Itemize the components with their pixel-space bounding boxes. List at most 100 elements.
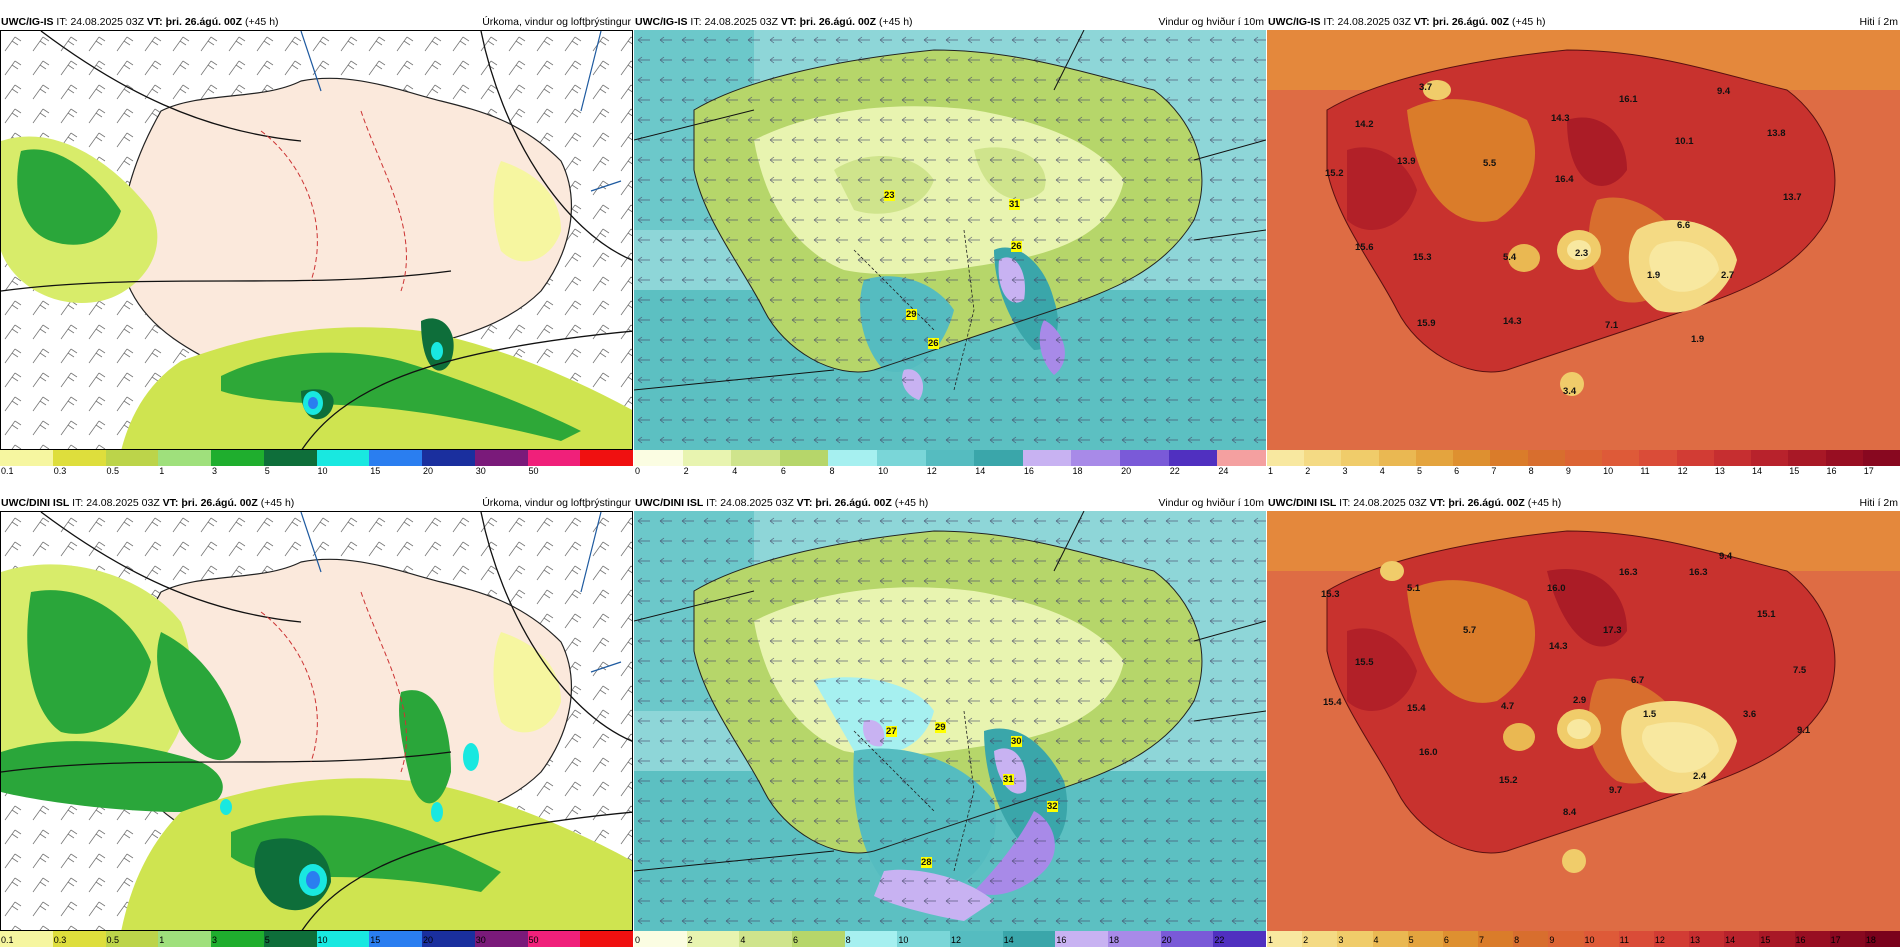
issue-time: 24.08.2025 03Z	[1353, 497, 1427, 509]
panel-row1-wind: UWC/IG-IS IT: 24.08.2025 03Z VT: þri. 26…	[634, 14, 1266, 476]
colorbar-tick-label: 50	[528, 935, 539, 945]
colorbar-swatch	[792, 931, 845, 947]
temp-colorbar	[1267, 931, 1900, 947]
temp-label: 15.2	[1499, 775, 1518, 786]
colorbar-swatch	[1639, 450, 1677, 466]
colorbar-swatch	[828, 450, 878, 466]
colorbar-swatch	[1372, 931, 1408, 947]
temp-label: 2.7	[1721, 270, 1735, 281]
wind-colorbar-ticks: 0 2 4 6 8 10 12 14 16 18 20 22 24	[634, 466, 1266, 478]
colorbar-swatch	[369, 450, 422, 466]
temp-label: 13.9	[1397, 156, 1416, 167]
panel-header: UWC/DINI ISL IT: 24.08.2025 03Z VT: þri.…	[0, 495, 633, 511]
colorbar-swatch	[1829, 931, 1865, 947]
valid-time: þri. 26.ágú. 00Z	[1432, 16, 1510, 28]
colorbar-tick-label: 5	[264, 466, 270, 476]
temp-colorbar-ticks: 1 2 3 4 5 6 7 8 9 10 11 12 13 14 15 16 17 18	[1267, 935, 1900, 947]
temp-label: 16.3	[1619, 567, 1638, 578]
colorbar-swatch	[682, 450, 732, 466]
temp-colorbar	[1267, 450, 1900, 466]
temp-label: 3.7	[1419, 82, 1433, 93]
colorbar-swatch	[1862, 450, 1900, 466]
temp-colorbar-ticks: 1 2 3 4 5 6 7 8 9 10 11 12 13 14 15 16 17	[1267, 466, 1900, 478]
colorbar-swatch	[1341, 450, 1379, 466]
panel-row2-wind: UWC/DINI ISL IT: 24.08.2025 03Z VT: þri.…	[634, 495, 1267, 950]
temp-label: 17.3	[1603, 625, 1622, 636]
temp-label: 15.6	[1355, 242, 1374, 253]
wind-map: 23 31 26 29 26	[634, 30, 1266, 450]
colorbar-tick-label: 5	[1416, 466, 1422, 476]
colorbar-swatch	[527, 450, 581, 466]
colorbar-tick-label: 15	[1760, 935, 1771, 945]
colorbar-tick-label: 7	[1491, 466, 1497, 476]
valid-time: þri. 26.ágú. 00Z	[799, 16, 877, 28]
colorbar-swatch	[739, 931, 793, 947]
colorbar-swatch	[1160, 931, 1214, 947]
colorbar-swatch	[1002, 931, 1056, 947]
panel-header: UWC/IG-IS IT: 24.08.2025 03Z VT: þri. 26…	[1267, 14, 1900, 30]
colorbar-tick-label: 0	[635, 466, 641, 476]
panel-title: Hiti í 2m	[1859, 16, 1898, 28]
it-label: IT:	[1323, 16, 1335, 28]
temp-label: 1.9	[1647, 270, 1661, 281]
colorbar-swatch	[263, 450, 317, 466]
colorbar-tick-label: 2	[1303, 935, 1309, 945]
colorbar-tick-label: 14	[1752, 466, 1763, 476]
colorbar-swatch	[1304, 450, 1342, 466]
it-label: IT:	[706, 497, 718, 509]
colorbar-tick-label: 22	[1169, 466, 1180, 476]
colorbar-tick-label: 2	[687, 935, 693, 945]
colorbar-swatch	[1415, 450, 1454, 466]
colorbar-tick-label: 12	[1654, 935, 1665, 945]
it-label: IT:	[690, 16, 702, 28]
colorbar-tick-label: 14	[975, 466, 986, 476]
panel-row2-precip: UWC/DINI ISL IT: 24.08.2025 03Z VT: þri.…	[0, 495, 633, 950]
colorbar-tick-label: 22	[1214, 935, 1225, 945]
colorbar-swatch	[158, 450, 211, 466]
colorbar-tick-label: 20	[1161, 935, 1172, 945]
temp-label: 15.3	[1321, 589, 1340, 600]
colorbar-tick-label: 1	[1268, 466, 1274, 476]
colorbar-tick-label: 2	[1305, 466, 1311, 476]
panel-header: UWC/DINI ISL IT: 24.08.2025 03Z VT: þri.…	[634, 495, 1266, 511]
colorbar-tick-label: 3	[1338, 935, 1344, 945]
colorbar-swatch	[1713, 450, 1752, 466]
temp-label: 2.3	[1575, 248, 1589, 259]
temp-label: 15.5	[1355, 657, 1374, 668]
panel-title: Hiti í 2m	[1859, 497, 1898, 509]
wind-map: 27 29 30 31 32 28	[634, 511, 1266, 931]
temp-label: 15.4	[1407, 703, 1426, 714]
temp-label: 3.4	[1563, 386, 1577, 397]
colorbar-tick-label: 0.1	[1, 935, 14, 945]
colorbar-swatch	[211, 931, 264, 947]
temp-label: 5.5	[1483, 158, 1497, 169]
it-label: IT:	[72, 497, 84, 509]
colorbar-swatch	[897, 931, 951, 947]
gust-label: 31	[1003, 774, 1014, 785]
colorbar-tick-label: 0.1	[1, 466, 14, 476]
colorbar-swatch	[1407, 931, 1443, 947]
colorbar-swatch	[1564, 450, 1603, 466]
colorbar-tick-label: 8	[1528, 466, 1534, 476]
gust-label: 23	[884, 190, 895, 201]
colorbar-swatch	[1168, 450, 1218, 466]
temp-label: 7.5	[1793, 665, 1807, 676]
colorbar-swatch	[52, 931, 106, 947]
gust-label: 26	[1011, 241, 1022, 252]
temp-label: 3.6	[1743, 709, 1757, 720]
temp-label: 4.7	[1501, 701, 1515, 712]
colorbar-swatch	[1217, 450, 1266, 466]
colorbar-tick-label: 15	[370, 935, 381, 945]
temp-label: 9.1	[1797, 725, 1811, 736]
temp-label: 6.7	[1631, 675, 1645, 686]
colorbar-swatch	[527, 931, 581, 947]
colorbar-tick-label: 4	[1373, 935, 1379, 945]
vt-label: VT:	[780, 16, 797, 28]
temp-label: 5.7	[1463, 625, 1477, 636]
colorbar-tick-label: 15	[1789, 466, 1800, 476]
issue-time: 24.08.2025 03Z	[704, 16, 778, 28]
it-label: IT:	[56, 16, 68, 28]
model-name: UWC/IG-IS	[635, 16, 688, 28]
colorbar-tick-label: 9	[1549, 935, 1555, 945]
colorbar-swatch	[1302, 931, 1338, 947]
